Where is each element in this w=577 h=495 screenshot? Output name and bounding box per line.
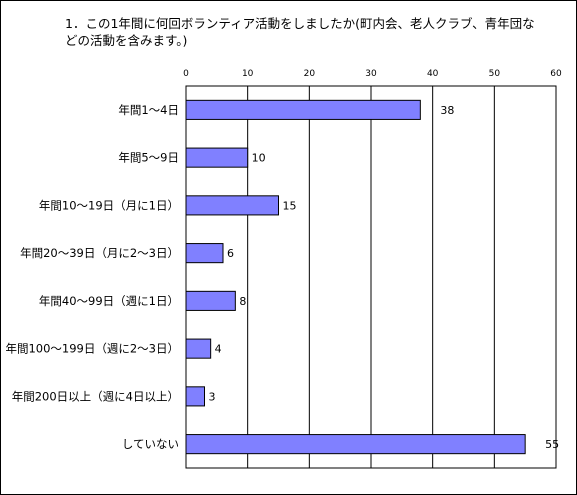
- value-label: 55: [545, 438, 559, 451]
- gridlines: [185, 86, 557, 468]
- bar: [185, 338, 212, 359]
- plot-area: [185, 85, 557, 469]
- x-tick-label: 0: [183, 69, 189, 79]
- bar: [185, 290, 236, 311]
- bar: [185, 434, 526, 455]
- value-label: 15: [283, 199, 297, 212]
- bar: [185, 195, 279, 216]
- value-label: 3: [209, 390, 216, 403]
- bar: [185, 99, 421, 120]
- x-tick-label: 60: [550, 69, 562, 79]
- category-label: 年間100～199日（週に2～3日）: [5, 342, 179, 356]
- value-label: 38: [440, 104, 454, 117]
- value-labels: 38 10 15 6 8 4 3 55: [209, 104, 560, 451]
- category-label: 年間40～99日（週に1日）: [39, 294, 179, 308]
- x-tick-label: 20: [304, 69, 316, 79]
- category-label: していない: [122, 437, 179, 451]
- bars: [185, 99, 526, 455]
- category-label: 年間200日以上（週に4日以上）: [12, 389, 179, 403]
- bar: [185, 243, 224, 264]
- chart-title: 1．この1年間に何回ボランティア活動をしましたか(町内会、老人クラブ、青年団など…: [65, 16, 535, 48]
- x-tick-label: 50: [489, 69, 501, 79]
- category-label: 年間1～4日: [118, 103, 179, 117]
- value-label: 8: [239, 295, 246, 308]
- x-tick-label: 30: [365, 69, 377, 79]
- category-label: 年間20～39日（月に2～3日）: [20, 246, 179, 260]
- bar: [185, 386, 205, 407]
- bar: [185, 147, 249, 168]
- category-label: 年間5～9日: [118, 151, 179, 165]
- x-tick-labels: 0 10 20 30 40 50 60: [183, 69, 562, 79]
- x-tick-label: 10: [242, 69, 254, 79]
- value-label: 6: [227, 247, 234, 260]
- value-label: 10: [252, 152, 266, 165]
- x-tick-label: 40: [427, 69, 439, 79]
- value-label: 4: [215, 343, 222, 356]
- category-label: 年間10～19日（月に1日）: [39, 198, 179, 212]
